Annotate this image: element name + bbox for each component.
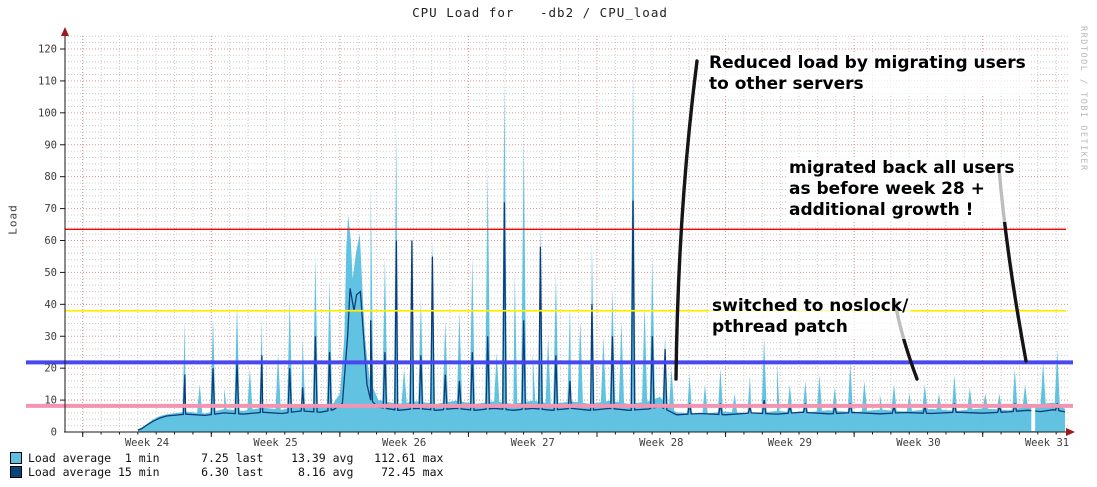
graph-title: CPU Load for -db2 / CPU_load (412, 5, 668, 20)
legend: Load average 1 min 7.25 last 13.39 avg 1… (10, 451, 443, 479)
svg-text:Week 31: Week 31 (1025, 437, 1069, 449)
legend-text-1min: Load average 1 min 7.25 last 13.39 avg 1… (28, 451, 444, 465)
svg-text:70: 70 (44, 203, 57, 215)
svg-text:10: 10 (44, 395, 57, 407)
legend-row-15min: Load average 15 min 6.30 last 8.16 avg 7… (10, 465, 443, 479)
svg-text:20: 20 (44, 363, 57, 375)
svg-text:90: 90 (44, 139, 57, 151)
rrdtool-watermark: RRDTOOL / TOBI OETIKER (1078, 26, 1088, 172)
svg-text:40: 40 (44, 299, 57, 311)
y-axis-label: Load (6, 204, 20, 235)
legend-row-1min: Load average 1 min 7.25 last 13.39 avg 1… (10, 451, 443, 465)
svg-text:80: 80 (44, 171, 57, 183)
svg-text:120: 120 (38, 44, 57, 56)
svg-text:50: 50 (44, 267, 57, 279)
svg-text:60: 60 (44, 235, 57, 247)
svg-text:0: 0 (51, 427, 57, 439)
svg-text:Week 25: Week 25 (253, 437, 297, 449)
svg-text:Week 24: Week 24 (125, 437, 169, 449)
svg-text:Week 26: Week 26 (382, 437, 426, 449)
svg-text:Week 29: Week 29 (768, 437, 812, 449)
svg-text:Week 28: Week 28 (639, 437, 683, 449)
svg-text:Week 27: Week 27 (511, 437, 555, 449)
svg-text:Week 30: Week 30 (896, 437, 940, 449)
legend-swatch-1min (10, 452, 22, 464)
svg-text:110: 110 (38, 75, 57, 87)
annotation-migrated-back: migrated back all users as before week 2… (786, 157, 1018, 222)
annotation-noslock-patch: switched to noslock/ pthread patch (709, 295, 912, 339)
svg-text:100: 100 (38, 107, 57, 119)
annotation-reduced-load: Reduced load by migrating users to other… (706, 52, 1029, 96)
svg-text:30: 30 (44, 331, 57, 343)
legend-text-15min: Load average 15 min 6.30 last 8.16 avg 7… (28, 465, 444, 479)
legend-swatch-15min (10, 466, 22, 478)
